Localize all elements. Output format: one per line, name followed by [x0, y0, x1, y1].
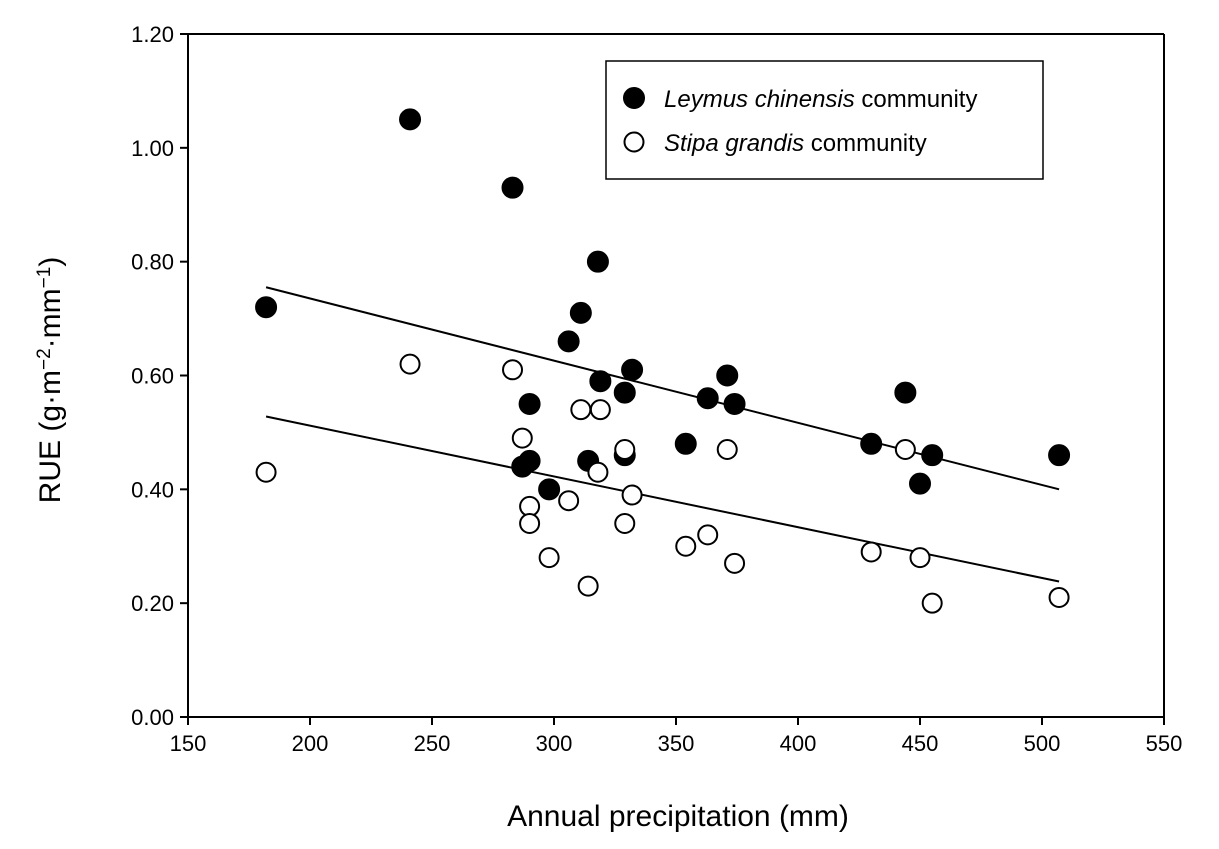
y-tick-label: 0.80	[131, 250, 174, 275]
data-point-leymus	[894, 381, 917, 404]
data-points	[255, 108, 1071, 614]
legend-label-stipa-italic: Stipa grandis	[664, 130, 804, 157]
data-point-stipa	[399, 353, 421, 375]
data-point-leymus	[613, 381, 636, 404]
data-point-leymus	[696, 387, 719, 410]
data-point-leymus	[723, 392, 746, 415]
x-tick-label: 400	[780, 731, 817, 756]
legend-label-leymus-italic: Leymus chinensis	[664, 86, 855, 113]
x-tick-label: 250	[414, 731, 451, 756]
data-point-leymus	[518, 392, 541, 415]
data-point-stipa	[511, 427, 533, 449]
data-point-stipa	[621, 484, 643, 506]
data-point-leymus	[1048, 444, 1071, 467]
y-axis-title: RUE (g·m−2·mm−1)	[34, 257, 68, 504]
y-ticks: 0.00 0.20 0.40 0.60 0.80 1.00 1.20	[131, 22, 188, 730]
data-point-leymus	[399, 108, 422, 131]
x-ticks: 150 200 250 300 350 400 450 500 550	[170, 717, 1183, 756]
legend-box	[605, 60, 1044, 180]
y-axis-title-sup2: −1	[34, 267, 55, 289]
y-tick-label: 0.00	[131, 705, 174, 730]
legend-label-stipa-rest: community	[804, 130, 927, 157]
data-point-stipa	[587, 461, 609, 483]
y-tick-label: 1.00	[131, 136, 174, 161]
data-point-stipa	[724, 552, 746, 574]
x-tick-label: 300	[536, 731, 573, 756]
data-point-leymus	[255, 296, 278, 319]
data-point-stipa	[909, 547, 931, 569]
y-axis-title-prefix: RUE (g·m	[34, 370, 67, 503]
legend-marker-filled	[623, 87, 645, 109]
y-tick-label: 1.20	[131, 22, 174, 47]
data-point-leymus	[557, 330, 580, 353]
data-point-stipa	[614, 438, 636, 460]
data-point-stipa	[558, 490, 580, 512]
data-point-stipa	[716, 438, 738, 460]
y-tick-label: 0.40	[131, 477, 174, 502]
legend-label-stipa: Stipa grandis community	[664, 130, 927, 157]
data-point-leymus	[586, 250, 609, 273]
x-tick-label: 200	[292, 731, 329, 756]
data-point-stipa	[589, 399, 611, 421]
data-point-stipa	[1048, 586, 1070, 608]
data-point-leymus	[501, 176, 524, 199]
data-point-leymus	[674, 432, 697, 455]
data-point-stipa	[675, 535, 697, 557]
x-tick-label: 150	[170, 731, 207, 756]
legend-marker-open	[623, 131, 645, 153]
data-point-leymus	[538, 478, 561, 501]
data-point-leymus	[589, 370, 612, 393]
legend-label-leymus-rest: community	[855, 86, 978, 113]
y-tick-label: 0.60	[131, 364, 174, 389]
data-point-leymus	[621, 358, 644, 381]
data-point-stipa	[860, 541, 882, 563]
x-tick-label: 500	[1024, 731, 1061, 756]
data-point-leymus	[569, 301, 592, 324]
data-point-leymus	[860, 432, 883, 455]
data-point-stipa	[538, 547, 560, 569]
trend-line-stipa	[265, 415, 1060, 583]
legend: Leymus chinensis community Stipa grandis…	[605, 60, 1044, 180]
data-point-leymus	[511, 455, 534, 478]
data-point-stipa	[577, 575, 599, 597]
data-point-stipa	[614, 512, 636, 534]
data-point-leymus	[909, 472, 931, 495]
y-axis-title-sup1: −2	[34, 348, 55, 370]
data-point-stipa	[697, 524, 719, 546]
data-point-stipa	[570, 399, 592, 421]
y-tick-label: 0.20	[131, 591, 174, 616]
data-point-stipa	[921, 592, 943, 614]
data-point-stipa	[894, 438, 916, 460]
x-tick-label: 550	[1146, 731, 1183, 756]
legend-label-leymus: Leymus chinensis community	[664, 86, 977, 113]
y-axis-title-middle: ·mm	[34, 288, 67, 348]
data-point-stipa	[255, 461, 277, 483]
x-tick-label: 450	[902, 731, 939, 756]
data-point-leymus	[716, 364, 739, 387]
y-axis-title-suffix: )	[34, 257, 67, 267]
trend-lines	[265, 286, 1060, 583]
data-point-stipa	[519, 512, 541, 534]
x-tick-label: 350	[658, 731, 695, 756]
data-point-stipa	[502, 359, 524, 381]
data-point-leymus	[921, 444, 944, 467]
x-axis-title: Annual precipitation (mm)	[507, 800, 849, 833]
